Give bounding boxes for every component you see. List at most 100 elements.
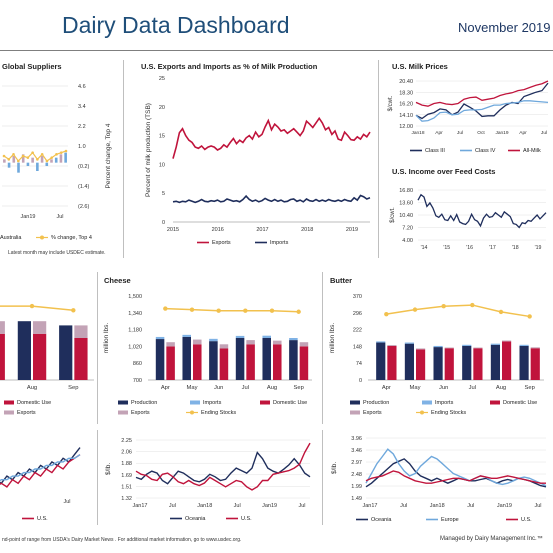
bar-production <box>235 338 245 380</box>
y-tick-label: 10.40 <box>399 213 413 219</box>
bar <box>21 154 25 163</box>
bar-domestic-use <box>502 341 512 380</box>
data-point <box>50 156 53 159</box>
bar-imports <box>433 345 443 348</box>
series-line <box>415 82 549 120</box>
series-line <box>0 454 81 488</box>
legend-label: Exports <box>363 410 382 416</box>
series-line <box>417 193 547 229</box>
mid-price-chart: 2.25 2.06 1.88 1.69 1.51 1.32 $/lb. Jan17 Jul Jan… <box>105 438 311 522</box>
x-tick-label: Apr <box>519 130 527 136</box>
bar <box>31 157 34 163</box>
y-axis-label: million lbs. <box>103 323 110 354</box>
bar <box>54 157 58 163</box>
x-tick-label: 2017 <box>256 227 268 233</box>
x-tick-label: '16 <box>466 245 473 251</box>
y-axis-label: Percent change, Top 4 <box>105 123 112 188</box>
data-point <box>163 306 168 311</box>
y-tick-label: (2.6) <box>78 204 89 210</box>
legend-swatch <box>350 410 360 415</box>
y-tick-label: 296 <box>353 311 362 317</box>
y-axis-label: $/lb. <box>105 463 112 475</box>
y-tick-label: 74 <box>356 361 362 367</box>
legend-label: Imports <box>203 400 222 406</box>
x-tick-label: Jan19 <box>262 503 277 509</box>
y-tick-label: 2.25 <box>121 438 132 444</box>
x-tick-label: Aug <box>27 385 37 391</box>
y-tick-label: 860 <box>133 361 142 367</box>
data-point <box>189 307 195 312</box>
trade-title: U.S. Exports and Imports as % of Milk Pr… <box>141 62 318 71</box>
x-tick-label: Jul <box>534 503 541 509</box>
y-tick-label: 1.69 <box>121 473 132 479</box>
data-point <box>55 153 58 156</box>
y-tick-label: 7.20 <box>402 226 413 232</box>
bar-domestic-use <box>166 346 175 380</box>
y-tick-label: 148 <box>353 344 362 350</box>
data-point <box>26 156 30 159</box>
y-tick-label: 5 <box>162 191 165 197</box>
legend-label: U.S. <box>37 516 48 522</box>
series-line <box>172 116 371 159</box>
data-point <box>412 307 418 312</box>
legend-swatch <box>260 400 270 405</box>
x-tick-label: Jan18 <box>411 130 424 136</box>
legend-swatch <box>4 400 14 405</box>
bar-production <box>155 339 165 380</box>
cheese-title: Cheese <box>104 276 131 285</box>
x-tick-label: Jan17 <box>363 503 378 509</box>
bar-imports <box>155 336 165 340</box>
legend-label: Class IV <box>475 148 496 154</box>
x-tick-label: Jan18 <box>430 503 445 509</box>
y-tick-label: 3.96 <box>351 436 362 442</box>
x-tick-label: Jul <box>457 130 463 136</box>
data-point <box>498 309 504 315</box>
data-point <box>216 308 221 313</box>
x-tick-label: Jun <box>439 385 448 391</box>
legend-label: All-Milk <box>523 148 541 154</box>
y-tick-label: 12.00 <box>399 124 413 130</box>
bar-domestic-use <box>273 344 282 380</box>
y-tick-label: 18.30 <box>399 90 413 96</box>
y-tick-label: 14.10 <box>399 113 413 119</box>
y-tick-label: 1,020 <box>128 344 142 350</box>
series-line <box>415 100 549 122</box>
series-line <box>135 442 311 491</box>
bar-imports <box>490 343 500 345</box>
legend-label: Ending Stocks <box>431 410 466 416</box>
bar-exports <box>473 347 483 349</box>
data-point <box>2 154 6 158</box>
series-line <box>365 448 547 487</box>
y-tick-label: 0 <box>162 220 165 226</box>
legend-swatch <box>350 400 360 405</box>
x-tick-label: Jul <box>541 130 547 136</box>
bar-production <box>182 336 191 380</box>
legend-swatch <box>420 410 424 415</box>
y-tick-label: 1,180 <box>128 328 142 334</box>
x-tick-label: '19 <box>535 245 542 251</box>
y-tick-label: 1.49 <box>351 496 362 502</box>
data-point <box>36 158 39 161</box>
x-tick-label: 2018 <box>301 227 313 233</box>
legend-swatch <box>118 400 128 405</box>
suppliers-note: Latest month may include USDEC estimate. <box>8 250 106 256</box>
iofc-chart: 16.80 13.60 10.40 7.20 4.00 $/cwt. '14 '15 '16 '1… <box>390 188 547 251</box>
bar-imports <box>182 334 191 337</box>
milk-prices-title: U.S. Milk Prices <box>392 62 448 71</box>
bar-domestic-use <box>0 333 5 380</box>
legend-label: Oceania <box>371 517 392 523</box>
suppliers-chart: 4.6 3.4 2.2 1.0 (0.2) (1.4) (2.6) Percent chang… <box>0 84 112 241</box>
header-divider <box>0 50 553 51</box>
bar-exports <box>530 347 540 349</box>
legend-label: Class III <box>425 148 445 154</box>
x-tick-label: Apr <box>161 385 170 391</box>
bar-exports <box>299 342 309 347</box>
x-tick-label: Apr <box>435 130 443 136</box>
y-tick-label: 10 <box>159 162 165 168</box>
y-tick-label: 1.88 <box>121 461 132 467</box>
data-point <box>29 303 35 309</box>
bar-exports <box>166 342 175 347</box>
x-tick-label: Jan19 <box>497 503 512 509</box>
